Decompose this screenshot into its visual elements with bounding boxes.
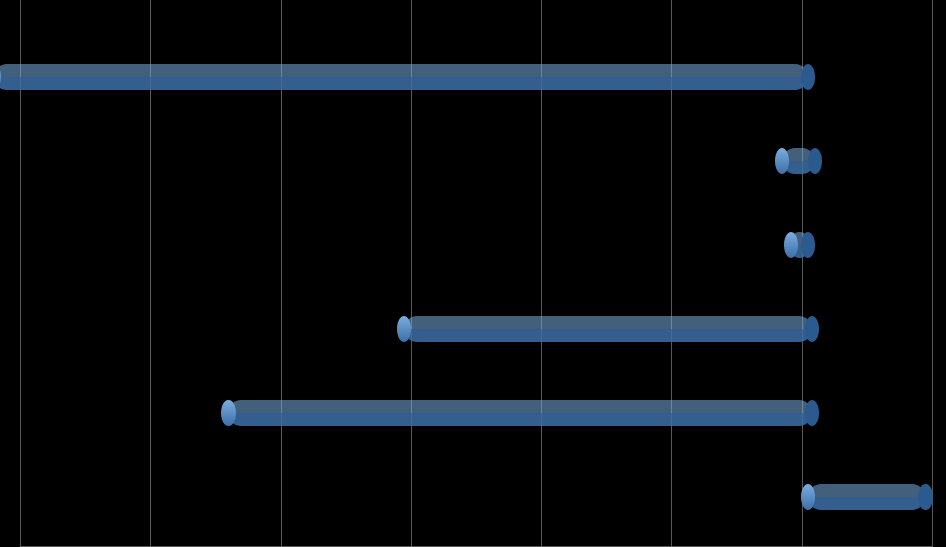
bar <box>228 400 812 426</box>
bar <box>782 148 815 174</box>
bar <box>808 484 925 510</box>
bar-chart <box>0 0 946 547</box>
bar <box>791 232 808 258</box>
bar <box>0 64 808 90</box>
bar <box>404 316 812 342</box>
plot-area <box>20 0 932 547</box>
gridline <box>932 0 933 547</box>
